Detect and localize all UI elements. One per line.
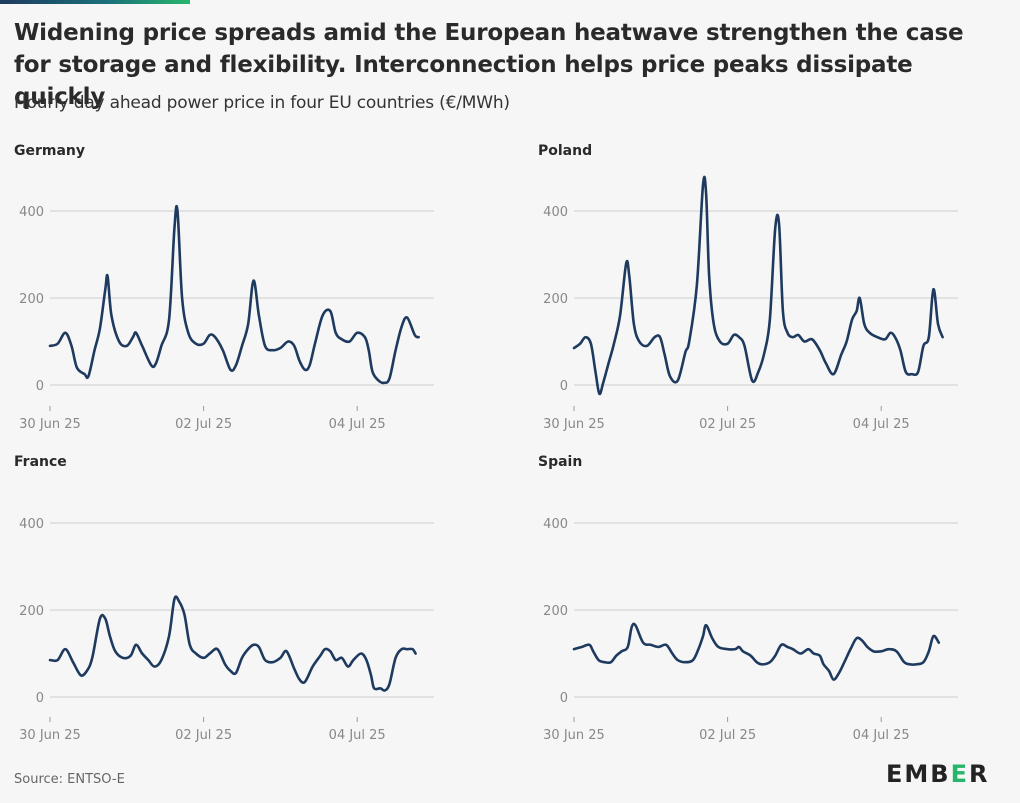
- spain-price-line: [572, 622, 941, 681]
- poland-xtick-label: 30 Jun 25: [543, 417, 605, 432]
- panel-title-france: France: [14, 454, 67, 470]
- poland-ytick-label: 400: [543, 205, 568, 220]
- poland-xtick-label: 04 Jul 25: [853, 417, 910, 432]
- panel-title-spain: Spain: [538, 454, 583, 470]
- spain-xtick-label: 02 Jul 25: [699, 728, 756, 743]
- logo-text-left: EMB: [886, 760, 951, 788]
- panel-germany: 0 200 400 30 Jun 25 02 Jul 25 04 Jul 25: [19, 204, 434, 432]
- poland-ytick-label: 200: [543, 292, 568, 307]
- panel-title-germany: Germany: [14, 143, 86, 159]
- panel-title-poland: Poland: [538, 143, 593, 159]
- source-note: Source: ENTSO-E: [14, 772, 125, 787]
- france-xtick-label: 30 Jun 25: [19, 728, 81, 743]
- germany-price-line: [48, 204, 420, 385]
- spain-ytick-label: 400: [543, 517, 568, 532]
- spain-xtick-label: 04 Jul 25: [853, 728, 910, 743]
- logo-text-mid: E: [950, 760, 969, 788]
- spain-xtick-label: 30 Jun 25: [543, 728, 605, 743]
- accent-bar: [0, 0, 190, 4]
- logo-text-right: R: [968, 760, 990, 788]
- germany-ytick-label: 0: [36, 379, 44, 394]
- france-xtick-label: 02 Jul 25: [175, 728, 232, 743]
- france-price-line: [48, 595, 417, 692]
- france-ytick-label: 200: [19, 604, 44, 619]
- france-xtick-label: 04 Jul 25: [329, 728, 386, 743]
- chart-subtitle: Hourly day ahead power price in four EU …: [14, 93, 510, 113]
- france-ytick-label: 0: [36, 691, 44, 706]
- france-ytick-label: 400: [19, 517, 44, 532]
- poland-ytick-label: 0: [560, 379, 568, 394]
- panel-poland: 0 200 400 30 Jun 25 02 Jul 25 04 Jul 25: [543, 175, 958, 432]
- chart-title: Widening price spreads amid the European…: [14, 20, 964, 110]
- germany-ytick-label: 200: [19, 292, 44, 307]
- germany-xtick-label: 30 Jun 25: [19, 417, 81, 432]
- germany-xtick-label: 02 Jul 25: [175, 417, 232, 432]
- germany-ytick-label: 400: [19, 205, 44, 220]
- poland-price-line: [572, 175, 944, 396]
- germany-xtick-label: 04 Jul 25: [329, 417, 386, 432]
- spain-ytick-label: 0: [560, 691, 568, 706]
- ember-logo: EMBER: [886, 760, 989, 788]
- panel-spain: 0 200 400 30 Jun 25 02 Jul 25 04 Jul 25: [543, 517, 958, 743]
- poland-xtick-label: 02 Jul 25: [699, 417, 756, 432]
- panel-france: 0 200 400 30 Jun 25 02 Jul 25 04 Jul 25: [19, 517, 434, 743]
- spain-ytick-label: 200: [543, 604, 568, 619]
